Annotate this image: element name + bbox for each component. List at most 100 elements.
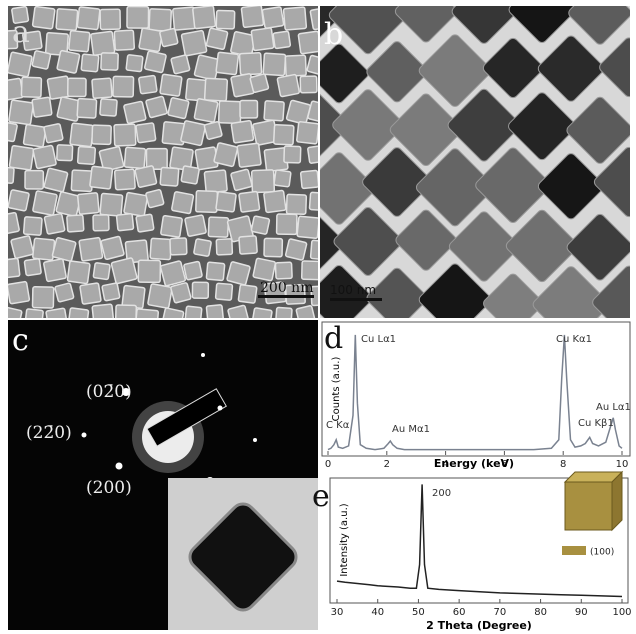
- cube: [285, 239, 307, 261]
- cube: [185, 215, 207, 237]
- cube: [239, 53, 261, 75]
- cube: [284, 146, 301, 163]
- cube: [193, 6, 216, 29]
- cube: [25, 171, 43, 189]
- cube: [70, 123, 94, 147]
- cube: [90, 166, 113, 189]
- cube: [205, 78, 228, 101]
- cube: [275, 262, 292, 279]
- cube: [160, 74, 182, 96]
- cube: [206, 262, 225, 281]
- cube: [139, 75, 158, 94]
- cube: [216, 239, 232, 255]
- cube: [215, 283, 232, 300]
- cube: [0, 121, 17, 142]
- annotation: C Kα: [326, 420, 350, 431]
- cube: [239, 191, 260, 212]
- cube: [55, 283, 74, 302]
- x-tick-label: 30: [331, 607, 344, 618]
- cube: [78, 193, 100, 215]
- cube: [32, 287, 53, 308]
- cube: [102, 283, 120, 301]
- cube: [101, 53, 118, 70]
- cube: [33, 145, 57, 169]
- cube: [79, 237, 103, 261]
- cube: [160, 28, 179, 47]
- cube: [262, 7, 284, 29]
- cube: [9, 145, 34, 170]
- cube: [227, 261, 251, 285]
- cube: [32, 51, 51, 70]
- cube: [286, 100, 311, 125]
- cube: [263, 53, 286, 76]
- y-axis-label: Counts (a.u.): [331, 357, 342, 422]
- cube: [139, 28, 163, 52]
- cube: [81, 54, 99, 72]
- cube: [114, 124, 136, 146]
- cube: [136, 214, 154, 232]
- cube: [116, 214, 133, 231]
- cube: [231, 120, 254, 143]
- cube: [241, 5, 263, 27]
- cube: [216, 192, 236, 212]
- cube: [285, 55, 306, 76]
- scale-label: 200 nm: [260, 280, 313, 296]
- cube: [21, 77, 41, 97]
- cube: [92, 78, 112, 98]
- cube: [168, 97, 189, 118]
- cube: [113, 76, 134, 97]
- cube: [301, 170, 319, 188]
- cube: [126, 55, 143, 72]
- cube: [253, 258, 276, 281]
- cube: [69, 31, 90, 52]
- cube: [44, 213, 65, 234]
- spot-index: (200): [86, 478, 132, 498]
- cube: [8, 190, 29, 211]
- x-tick-label: 50: [412, 607, 425, 618]
- cube: [93, 215, 109, 231]
- scale-label: 100 nm: [330, 283, 376, 297]
- cube: [149, 9, 171, 31]
- cube: [114, 30, 134, 50]
- cube: [77, 99, 97, 119]
- cube: [170, 282, 191, 303]
- x-tick-label: 60: [453, 607, 466, 618]
- cube: [264, 101, 284, 121]
- cube: [135, 166, 157, 188]
- cube: [216, 10, 235, 29]
- panel-label: a: [12, 15, 30, 50]
- cube: [1, 78, 23, 100]
- annotation: Au Mα1: [392, 424, 430, 435]
- x-tick-label: 8: [560, 459, 566, 470]
- cube: [32, 6, 55, 29]
- cube: [92, 125, 111, 144]
- cube: [148, 284, 173, 309]
- cube: [192, 282, 208, 298]
- cube: [115, 169, 136, 190]
- annotation: Cu Kβ1: [578, 418, 614, 429]
- cube: [160, 167, 179, 186]
- panel-label: e: [312, 479, 330, 514]
- cube: [181, 30, 207, 56]
- cube: [146, 96, 168, 118]
- annotation: Au Lα1: [596, 402, 631, 413]
- cube: [274, 125, 294, 145]
- x-tick-label: 0: [325, 459, 331, 470]
- spot: [116, 463, 123, 470]
- cube: [204, 170, 227, 193]
- cube: [44, 168, 68, 192]
- cube: [297, 122, 319, 144]
- cube: [264, 238, 282, 256]
- panel-label: c: [12, 323, 29, 358]
- cube: [11, 235, 34, 258]
- cube: [100, 99, 117, 116]
- cube: [274, 170, 291, 187]
- x-axis-label: 2 Theta (Degree): [426, 619, 532, 632]
- cube: [67, 261, 90, 284]
- panel-label: b: [324, 17, 343, 52]
- cube: [136, 123, 156, 143]
- cube: [171, 55, 190, 74]
- x-tick-label: 90: [575, 607, 588, 618]
- spot-index: (02̄0): [86, 382, 132, 402]
- cube: [91, 31, 115, 55]
